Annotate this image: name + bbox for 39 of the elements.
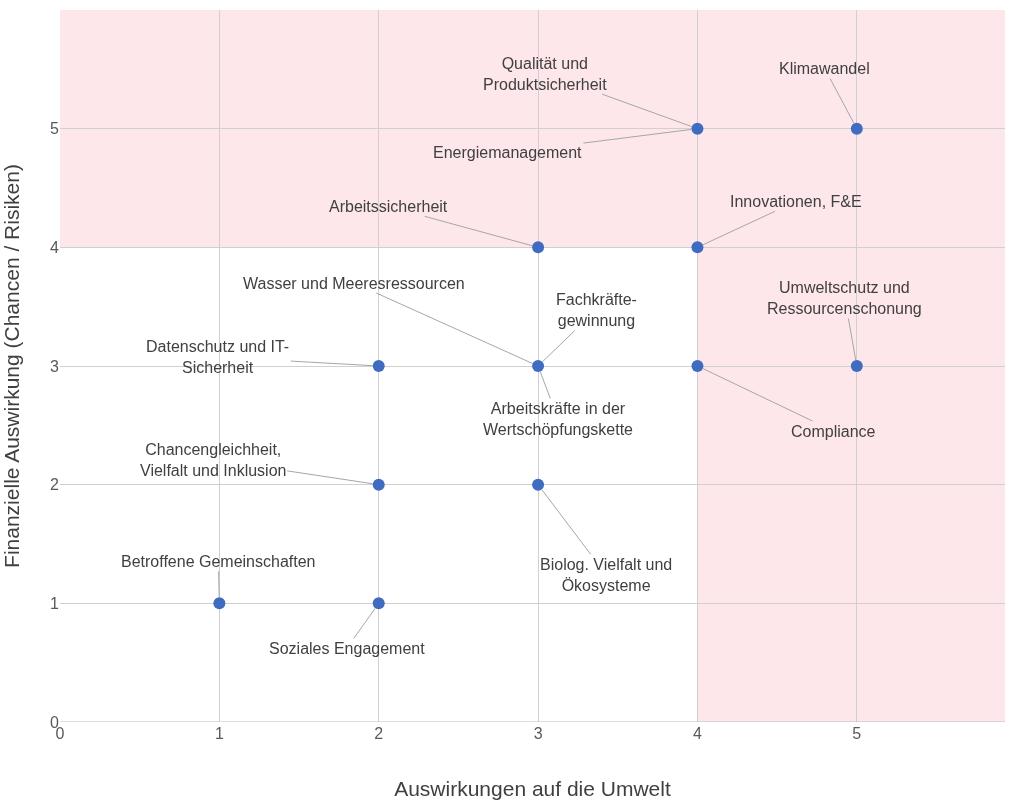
y-tick-label: 2 — [50, 476, 60, 494]
annotation: Chancengleichheit, Vielfalt und Inklusion — [140, 441, 287, 479]
annotation: Umweltschutz und Ressourcenschonung — [767, 279, 922, 317]
point — [213, 597, 226, 610]
point — [850, 360, 863, 372]
y-tick-label: 5 — [50, 120, 60, 138]
annotation: Innovationen, F&E — [730, 193, 862, 210]
point — [372, 478, 385, 491]
point — [372, 360, 385, 372]
x-tick-label: 2 — [374, 725, 384, 742]
annotation: Energiemanagement — [433, 144, 583, 161]
x-tick-label: 5 — [852, 725, 862, 742]
annotation: Wasser und Meeresressourcen — [243, 275, 465, 292]
annotation: Compliance — [791, 423, 876, 440]
annotation: Klimawandel — [779, 60, 870, 77]
annotation: Arbeitssicherheit — [329, 198, 448, 215]
x-tick-label: 4 — [692, 725, 702, 742]
point — [691, 360, 704, 372]
x-tick-label: 3 — [533, 725, 543, 742]
y-tick-label: 1 — [50, 594, 60, 612]
annotation: Soziales Engagement — [269, 640, 426, 657]
annotation: Fachkräfte- gewinnung — [556, 291, 637, 329]
annotation: Biolog. Vielfalt und Ökosysteme — [540, 556, 673, 594]
annotation: Datenschutz und IT- Sicherheit — [146, 338, 290, 376]
point — [691, 241, 704, 254]
annotation: Betroffene Gemeinschaften — [121, 553, 316, 570]
y-tick-label: 3 — [50, 357, 60, 375]
annotation: Qualität und Produktsicherheit — [483, 55, 608, 93]
point — [532, 360, 545, 372]
point — [850, 122, 863, 135]
point — [532, 478, 545, 491]
x-tick-label: 1 — [214, 725, 224, 742]
x-axis-title: Auswirkungen auf die Umwelt — [394, 777, 671, 801]
point — [691, 122, 704, 135]
y-tick-label: 4 — [50, 238, 60, 256]
point — [532, 241, 545, 254]
point — [372, 597, 385, 610]
annotation: Arbeitskräfte in der Wertschöpfungskette — [483, 400, 634, 438]
y-axis-title: Finanzielle Auswirkung (Chancen / Risiken) — [0, 164, 23, 568]
